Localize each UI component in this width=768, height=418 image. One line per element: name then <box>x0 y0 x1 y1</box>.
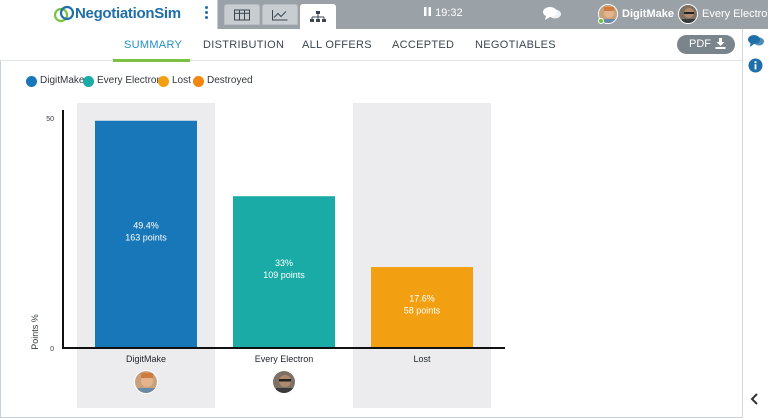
active-tab-indicator <box>113 59 190 62</box>
points-bar-chart: Points % 49.4% 163 points DigitMake 33% 109 … <box>30 103 505 408</box>
tab-line-chart[interactable] <box>262 4 298 25</box>
chevron-left-icon[interactable] <box>750 393 760 405</box>
pdf-download-button[interactable]: PDF <box>677 35 735 54</box>
pdf-label: PDF <box>689 38 711 50</box>
bar-percent-label: 17.6% <box>409 294 435 304</box>
info-icon[interactable] <box>748 58 763 73</box>
brand-area: NegotiationSim <box>0 0 218 29</box>
y-axis-label: Points % <box>30 314 40 350</box>
x-tick-label: DigitMake <box>126 354 166 364</box>
column-highlight <box>353 103 491 408</box>
legend-label: Every Electron <box>97 75 163 86</box>
bar-percent-label: 49.4% <box>133 220 159 230</box>
table-icon <box>234 9 250 20</box>
tab-negotiables[interactable]: NEGOTIABLES <box>475 39 556 51</box>
tab-summary[interactable]: SUMMARY <box>124 39 183 51</box>
session-clock: 19:32 <box>424 7 463 19</box>
tab-distribution[interactable]: DISTRIBUTION <box>203 39 285 51</box>
online-status-icon <box>598 18 604 24</box>
bar-points-label: 109 points <box>263 270 305 280</box>
legend-swatch <box>193 76 204 87</box>
clock-time: 19:32 <box>435 7 463 19</box>
bar-points-label: 163 points <box>125 232 167 242</box>
y-tick-label: 50 <box>46 116 54 123</box>
y-tick-label: 0 <box>50 346 54 353</box>
bar-percent-label: 33% <box>275 258 293 268</box>
legend-swatch <box>26 76 37 87</box>
chat-icon[interactable] <box>748 34 764 48</box>
tab-accepted[interactable]: ACCEPTED <box>392 39 455 51</box>
x-tick-label: Every Electron <box>255 354 314 364</box>
legend-label: Destroyed <box>207 75 253 86</box>
right-rail <box>742 29 768 418</box>
bar-points-label: 58 points <box>404 306 441 316</box>
kebab-menu-icon[interactable] <box>204 6 210 22</box>
tab-table[interactable] <box>224 4 260 25</box>
user-every-electron[interactable]: Every Electron <box>678 3 768 25</box>
avatar <box>678 4 698 24</box>
avatar <box>134 370 158 394</box>
x-tick-label: Lost <box>413 354 431 364</box>
bar-every-electron[interactable] <box>233 196 335 348</box>
logo-icon <box>54 5 74 23</box>
user-name: Every Electron <box>702 8 768 20</box>
bar-lost[interactable] <box>371 267 473 348</box>
tab-all-offers[interactable]: ALL OFFERS <box>302 39 372 51</box>
legend-label: Lost <box>172 75 191 86</box>
legend-label: DigitMake <box>40 75 85 86</box>
chat-icon[interactable] <box>543 6 561 21</box>
tab-hierarchy[interactable] <box>300 4 336 29</box>
brand-name: NegotiationSim <box>75 5 181 22</box>
legend-swatch <box>83 76 94 87</box>
top-bar: NegotiationSim <box>0 0 768 29</box>
avatar <box>272 370 296 394</box>
hierarchy-icon <box>310 10 326 22</box>
line-chart-icon <box>272 9 288 20</box>
legend-swatch <box>158 76 169 87</box>
download-icon <box>715 38 726 49</box>
section-nav: SUMMARY DISTRIBUTION ALL OFFERS ACCEPTED… <box>0 29 742 61</box>
pause-icon[interactable] <box>424 7 432 19</box>
bar-digitmake[interactable] <box>95 120 197 348</box>
user-name: DigitMake <box>622 8 674 20</box>
user-digitmake[interactable]: DigitMake <box>598 3 678 25</box>
